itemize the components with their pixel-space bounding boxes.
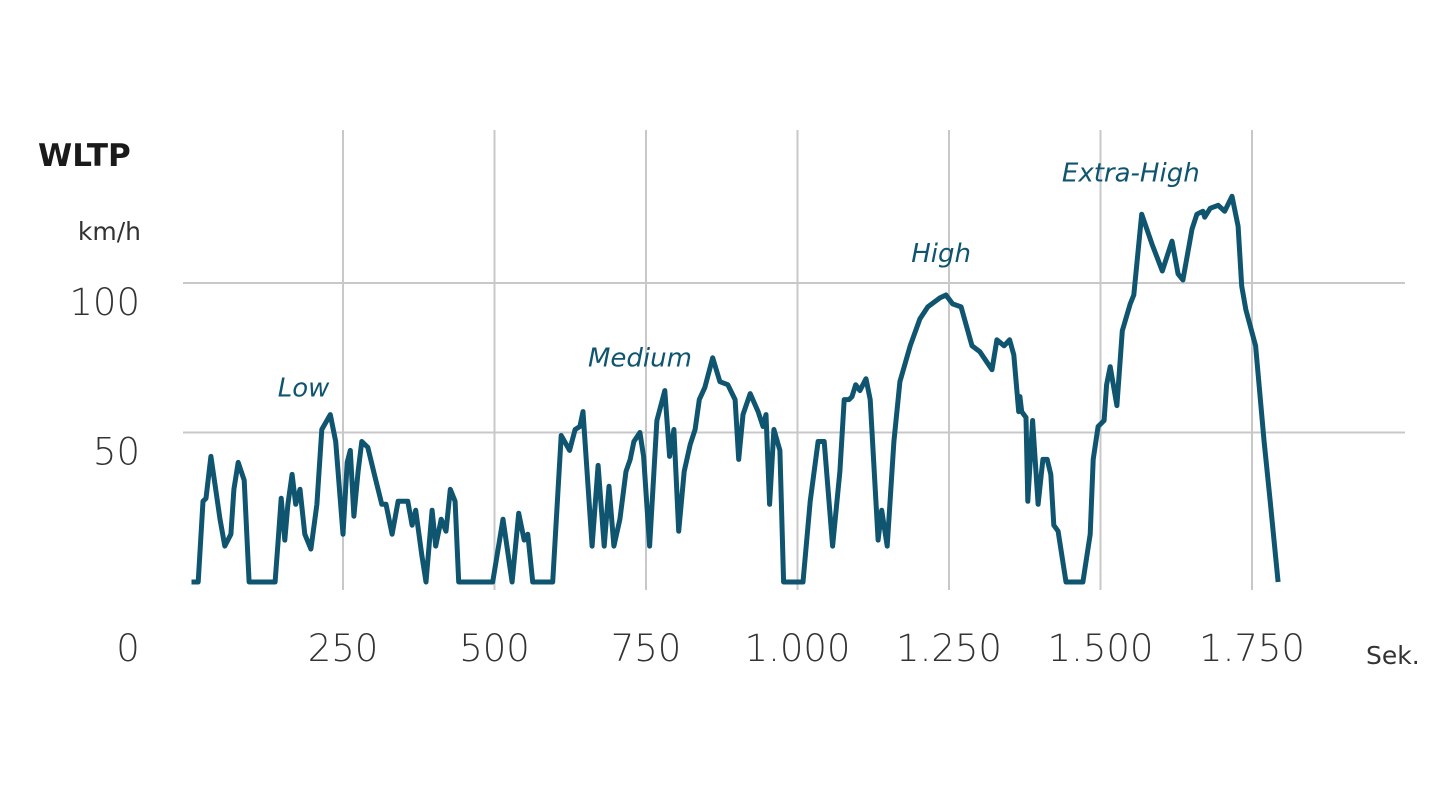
x-tick-label-1750: 1.750 (1199, 627, 1305, 670)
phase-annotations: Low Medium High Extra-High (278, 158, 1200, 403)
x-tick-label-500: 500 (459, 627, 530, 670)
x-tick-label-1250: 1.250 (896, 627, 1002, 670)
tick-labels: 0 250 500 750 1.000 1.250 1.500 1.750 50 100 (69, 281, 1305, 670)
x-tick-label-0: 0 (116, 627, 140, 670)
x-tick-label-1500: 1.500 (1048, 627, 1154, 670)
phase-label-high: High (911, 239, 971, 269)
y-tick-label-100: 100 (69, 281, 140, 324)
phase-label-extra-high: Extra-High (1062, 158, 1200, 188)
grid (183, 130, 1405, 590)
labels: WLTP km/h Sek. (38, 138, 1420, 670)
y-axis-label: km/h (78, 217, 141, 246)
series-line-wltp (191, 193, 1281, 585)
series-layer (191, 193, 1281, 585)
y-tick-label-50: 50 (93, 431, 140, 474)
chart-title: WLTP (38, 138, 131, 174)
phase-label-medium: Medium (588, 344, 692, 374)
phase-label-low: Low (278, 374, 330, 404)
x-tick-label-250: 250 (308, 627, 379, 670)
x-axis-label: Sek. (1366, 641, 1420, 670)
x-tick-label-750: 750 (611, 627, 682, 670)
x-tick-label-1000: 1.000 (745, 627, 851, 670)
